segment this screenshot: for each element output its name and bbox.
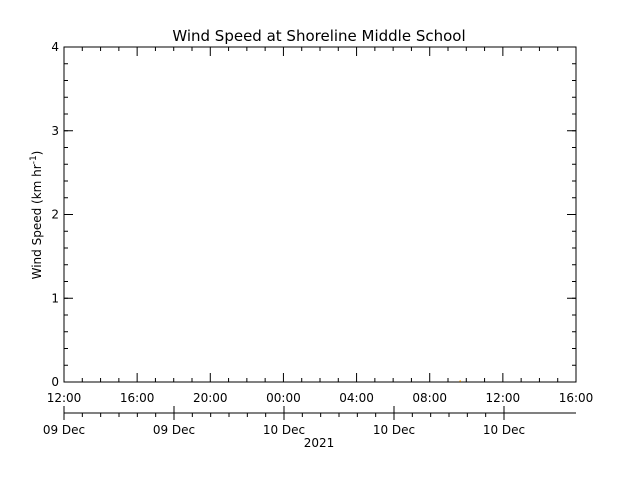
x-tick-label: 04:00 xyxy=(339,391,374,405)
x-axis-ticks: 12:00 16:00 20:00 00:00 04:00 08:00 12:00 16:00 xyxy=(47,47,594,405)
x-tick-label: 16:00 xyxy=(120,391,155,405)
y-tick-label: 4 xyxy=(51,40,59,54)
y-axis-label-main: Wind Speed (km hr xyxy=(30,164,44,279)
date-tick-label: 10 Dec xyxy=(483,423,525,437)
y-axis-label-superscript: -1 xyxy=(29,155,39,164)
y-major-ticks: 0 1 2 3 4 xyxy=(51,40,576,389)
plot-area-frame xyxy=(63,46,577,383)
x-tick-label: 12:00 xyxy=(47,391,82,405)
series-layer xyxy=(459,380,461,382)
x-tick-label: 20:00 xyxy=(193,391,228,405)
chart-title: Wind Speed at Shoreline Middle School xyxy=(172,27,465,45)
x-axis-year-label: 2021 xyxy=(304,436,335,450)
x-tick-label: 00:00 xyxy=(266,391,301,405)
y-tick-label: 2 xyxy=(51,208,59,222)
x-tick-label: 08:00 xyxy=(412,391,447,405)
data-point xyxy=(459,380,461,382)
x-tick-label: 12:00 xyxy=(486,391,521,405)
y-minor-ticks xyxy=(64,46,576,383)
y-axis-label-close: ) xyxy=(30,151,44,156)
x-tick-label: 16:00 xyxy=(559,391,594,405)
y-tick-label: 0 xyxy=(51,375,59,389)
date-tick-label: 10 Dec xyxy=(263,423,305,437)
date-tick-label: 10 Dec xyxy=(373,423,415,437)
date-axis-ticks: 09 Dec 09 Dec 10 Dec 10 Dec 10 Dec xyxy=(43,406,525,437)
date-tick-label: 09 Dec xyxy=(153,423,195,437)
y-axis-label: Wind Speed (km hr-1) xyxy=(29,151,44,280)
y-tick-label: 1 xyxy=(51,291,59,305)
date-tick-label: 09 Dec xyxy=(43,423,85,437)
y-tick-label: 3 xyxy=(51,124,59,138)
